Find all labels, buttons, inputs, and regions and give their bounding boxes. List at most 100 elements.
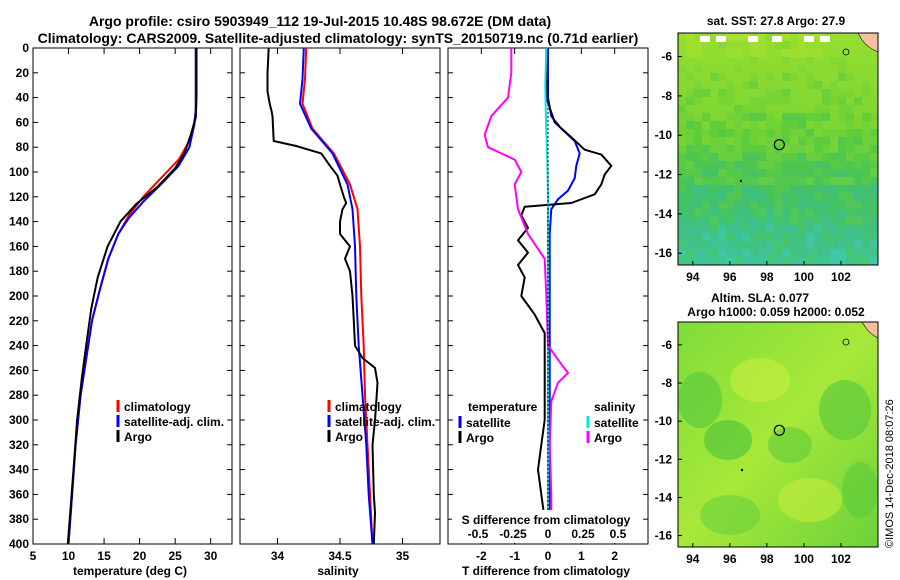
sst-cell [790, 241, 798, 249]
sst-cell [870, 217, 878, 225]
sst-cell [822, 193, 830, 201]
sst-cell [702, 249, 710, 257]
sst-cell [798, 41, 806, 49]
y-tick-label: 360 [9, 487, 29, 501]
sst-cell [702, 177, 710, 185]
top-tick-label: 0.25 [571, 527, 595, 541]
sst-cell [718, 185, 726, 193]
sst-cell [838, 249, 846, 257]
sst-cell [830, 81, 838, 89]
sst-cell [822, 137, 830, 145]
sst-cell [774, 161, 782, 169]
sst-cell [774, 41, 782, 49]
series-satellite-adj-clim- [299, 48, 374, 544]
sst-cell [806, 169, 814, 177]
sst-map-title: sat. SST: 27.8 Argo: 27.9 [707, 14, 846, 28]
sst-cell [806, 129, 814, 137]
difference-legend: temperature satellite Argo salinity sate… [458, 400, 639, 445]
sla-low-blob [768, 427, 812, 463]
sst-cell [798, 185, 806, 193]
sst-cell [870, 129, 878, 137]
sst-cell [806, 225, 814, 233]
x-tick-label: 10 [62, 549, 76, 563]
sst-cell [822, 49, 830, 57]
sst-cell [782, 41, 790, 49]
sst-cell [790, 73, 798, 81]
sst-cell [718, 209, 726, 217]
sst-cell [822, 153, 830, 161]
sst-cell [846, 65, 854, 73]
sst-cell [782, 33, 790, 41]
sst-cell [862, 89, 870, 97]
sst-cell [822, 241, 830, 249]
sst-cell [742, 217, 750, 225]
sst-cell [846, 217, 854, 225]
sst-cell [710, 225, 718, 233]
sst-cell [862, 249, 870, 257]
sla-blobs [678, 358, 878, 535]
sst-cell [726, 33, 734, 41]
sst-cell [854, 209, 862, 217]
sst-cell [710, 41, 718, 49]
y-tick-label: 60 [16, 115, 30, 129]
sst-cell [822, 249, 830, 257]
x-tick-label: 30 [204, 549, 218, 563]
sst-cell [694, 65, 702, 73]
y-tick-label: 220 [9, 314, 29, 328]
legend-s-satellite: satellite [594, 416, 639, 430]
sst-cell [774, 113, 782, 121]
sst-cell [806, 249, 814, 257]
sst-cell [774, 249, 782, 257]
sst-cell [830, 161, 838, 169]
sst-cell [710, 217, 718, 225]
sst-cell [766, 249, 774, 257]
sst-cell [750, 89, 758, 97]
sst-cell [798, 49, 806, 57]
sst-cell [846, 81, 854, 89]
sst-cell [750, 193, 758, 201]
sst-cell [774, 73, 782, 81]
sla-map-axes: 94 96 98 100 102 -6 -8 -10 -12 -14 -16 [655, 338, 852, 566]
sst-cell [814, 225, 822, 233]
sst-cell [822, 113, 830, 121]
sst-cell [798, 33, 806, 41]
sst-cell [686, 145, 694, 153]
sst-cell [774, 241, 782, 249]
sst-cell [686, 225, 694, 233]
sst-cell [846, 169, 854, 177]
sst-cell [814, 169, 822, 177]
sst-cell [862, 169, 870, 177]
map-y-tick-label: -12 [655, 452, 673, 466]
y-tick-label: 160 [9, 239, 29, 253]
sst-cell [758, 193, 766, 201]
sst-cell [758, 257, 766, 265]
sst-cell [798, 233, 806, 241]
sst-cell [718, 249, 726, 257]
sst-cell [774, 49, 782, 57]
map-y-tick-label: -6 [661, 338, 672, 352]
sst-cell [806, 193, 814, 201]
sst-cell [766, 81, 774, 89]
map-y-tick-label: -8 [661, 89, 672, 103]
sst-cell [846, 193, 854, 201]
sst-cell [782, 257, 790, 265]
timestamp: ©IMOS 14-Dec-2018 08:07:26 [884, 399, 896, 548]
x-tick-label: 34 [271, 549, 285, 563]
y-tick-label: 320 [9, 438, 29, 452]
sst-cell [678, 33, 686, 41]
sst-cell [854, 113, 862, 121]
sst-cell [862, 153, 870, 161]
sst-cell [726, 249, 734, 257]
sst-cell [758, 169, 766, 177]
sst-cell [838, 233, 846, 241]
sst-cell [734, 81, 742, 89]
sst-cell [774, 177, 782, 185]
sst-cell [798, 177, 806, 185]
sst-cell [766, 49, 774, 57]
sst-cell [750, 249, 758, 257]
sla-float-marker [773, 424, 785, 436]
sst-cell [694, 121, 702, 129]
sst-cell [742, 209, 750, 217]
sst-cell [862, 145, 870, 153]
sst-cell [702, 89, 710, 97]
